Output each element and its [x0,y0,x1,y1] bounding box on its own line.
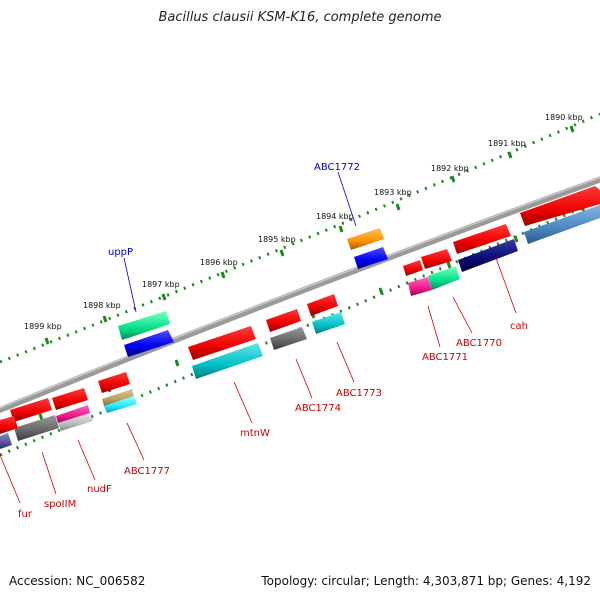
gene-cah[interactable] [524,205,600,244]
gene-ABC1773[interactable] [312,312,345,334]
leader-line [126,422,145,461]
gene-nudF-top[interactable] [52,388,88,410]
genome-summary-text: Topology: circular; Length: 4,303,871 bp… [261,574,591,588]
leader-line [427,305,441,348]
gene-spoIIM-top[interactable] [10,398,52,422]
leader-line [337,171,357,227]
gene-label-mtnW: mtnW [240,428,270,439]
gene-ABC1772[interactable] [347,228,384,250]
kbp-label: 1891 kbp [488,139,526,148]
outer-major-ticks [44,125,575,345]
gene-label-ABC1771: ABC1771 [422,352,468,363]
gene-label-ABC1770: ABC1770 [456,338,502,349]
kbp-label: 1894 kbp [316,212,354,221]
gene-ABC1771[interactable] [408,266,460,296]
kbp-label: 1898 kbp [83,301,121,310]
gene-label-spoIIM: spoIIM [44,499,76,510]
leader-line [452,296,473,334]
kbp-label: 1890 kbp [545,113,583,122]
gene-ABC1770[interactable] [458,239,518,272]
kbp-label: 1897 kbp [142,280,180,289]
gene-fur-top[interactable] [0,416,18,434]
leader-line [0,454,21,504]
kbp-label: 1895 kbp [258,235,296,244]
gene-ABC1777-top[interactable] [98,372,130,393]
kbp-label: 1893 kbp [374,188,412,197]
outer-tick-ring [0,112,600,364]
genome-backbone [0,176,600,414]
gene-label-nudF: nudF [87,484,112,495]
gene-uppP[interactable] [118,311,170,340]
gene-label-ABC1773: ABC1773 [336,388,382,399]
leader-line [295,358,313,399]
accession-text: Accession: NC_006582 [9,574,146,588]
genome-title: Bacillus clausii KSM-K16, complete genom… [158,10,442,25]
gene-mtnW-top[interactable] [188,326,256,360]
kbp-label: 1899 kbp [24,322,62,331]
gene-cah-top[interactable] [520,186,600,226]
gene-label-uppP: uppP [108,247,133,258]
gene-spoIIM[interactable] [14,415,59,441]
gene-uppP-pair[interactable] [124,330,174,357]
gene-ABC1773-top[interactable] [307,294,338,316]
gene-label-ABC1774: ABC1774 [295,403,341,414]
gene-ABC1771-small[interactable] [403,260,423,276]
gene-label-fur: fur [18,509,33,520]
kbp-label: 1892 kbp [431,164,469,173]
leader-line [495,257,517,314]
kbp-label: 1896 kbp [200,258,238,267]
leader-line [77,439,96,481]
gene-ABC1774[interactable] [270,327,307,350]
gene-ABC1770-top[interactable] [453,224,511,254]
gene-label-ABC1777: ABC1777 [124,466,170,477]
genome-backbone-highlight [0,176,600,409]
gene-ABC1772-pair[interactable] [354,247,388,269]
gene-mtnW[interactable] [192,343,263,379]
gene-ABC1771-top[interactable] [421,249,452,269]
gene-ABC1774-top[interactable] [266,309,301,332]
leader-line [123,257,137,313]
gene-label-cah: cah [510,321,528,332]
leader-line [233,381,253,424]
leader-line [41,451,57,495]
gene-ABC1777[interactable] [102,389,137,413]
gene-nudF[interactable] [56,405,93,431]
gene-fur[interactable] [0,433,12,449]
leader-line [336,341,355,383]
gene-label-ABC1772: ABC1772 [314,162,360,173]
